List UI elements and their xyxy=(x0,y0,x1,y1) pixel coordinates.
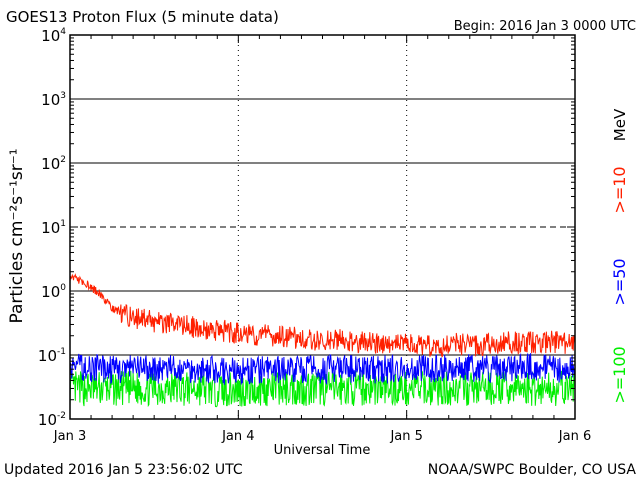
legend-ge50: >=50 xyxy=(610,258,629,305)
x-tick-label-0: Jan 3 xyxy=(53,429,86,444)
legend: MeV >=10 >=50 >=100 xyxy=(610,108,629,404)
y-tick-label-6: 104 xyxy=(41,27,66,45)
y-tick-label-4: 102 xyxy=(41,155,66,173)
x-tick-label-2: Jan 5 xyxy=(389,429,422,444)
data-series xyxy=(69,273,576,408)
y-tick-label-0: 10-2 xyxy=(38,411,66,429)
grid xyxy=(70,35,575,419)
updated-time: Updated 2016 Jan 5 23:56:02 UTC xyxy=(4,462,243,478)
x-tick-label-3: Jan 6 xyxy=(558,429,591,444)
legend-ge10: >=10 xyxy=(610,166,629,213)
series-line-10mev xyxy=(69,273,576,358)
x-tick-label-1: Jan 4 xyxy=(221,429,254,444)
legend-unit: MeV xyxy=(611,108,629,141)
y-axis-label: Particles cm⁻²s⁻¹sr⁻¹ xyxy=(7,148,27,323)
y-tick-label-2: 100 xyxy=(41,283,66,301)
y-tick-label-1: 10-1 xyxy=(38,347,66,365)
y-axis-ticks: 10-2 10-1 100 101 102 103 104 xyxy=(38,27,575,429)
legend-ge100: >=100 xyxy=(610,346,629,403)
y-tick-label-3: 101 xyxy=(41,219,66,237)
chart-title: GOES13 Proton Flux (5 minute data) xyxy=(6,8,279,26)
y-tick-label-5: 103 xyxy=(41,91,66,109)
data-source: NOAA/SWPC Boulder, CO USA xyxy=(428,462,637,478)
x-axis-ticks: Jan 3 Jan 4 Jan 5 Jan 6 xyxy=(53,35,591,444)
begin-time: Begin: 2016 Jan 3 0000 UTC xyxy=(454,19,636,34)
series-line-50mev xyxy=(69,352,576,385)
x-axis-label: Universal Time xyxy=(274,443,371,458)
